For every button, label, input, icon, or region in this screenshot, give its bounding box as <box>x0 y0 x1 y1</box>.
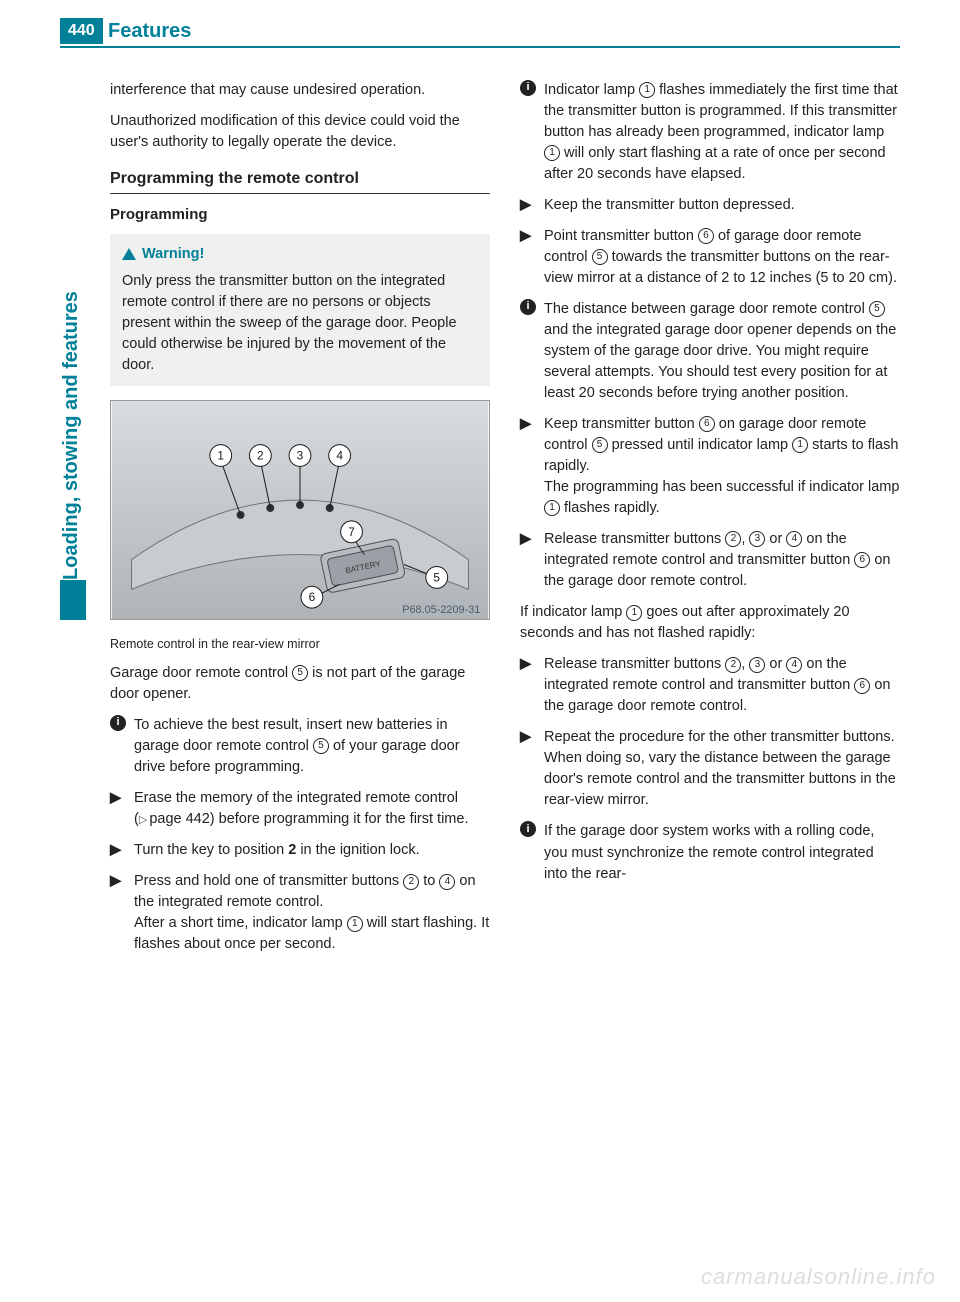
info-icon: i <box>520 821 536 837</box>
intro-paragraph-2: Unauthorized modification of this device… <box>110 111 490 153</box>
heading-programming: Programming <box>110 204 490 226</box>
section-title: Features <box>108 20 191 43</box>
ref-1: 1 <box>639 82 655 98</box>
ref-5: 5 <box>869 301 885 317</box>
step-erase-memory: ▶ Erase the memory of the integrated rem… <box>110 788 490 830</box>
ref-1: 1 <box>544 500 560 516</box>
callout-7: 7 <box>348 525 355 539</box>
ref-6: 6 <box>699 416 715 432</box>
callout-5: 5 <box>433 570 440 584</box>
step-press-hold: ▶ Press and hold one of transmitter butt… <box>110 871 490 955</box>
page-ref-442: page 442 <box>139 811 210 827</box>
figure-ref: P68.05-2209-31 <box>402 604 480 616</box>
callout-1: 1 <box>217 449 224 463</box>
ref-6: 6 <box>854 552 870 568</box>
info-distance: i The distance between garage door remot… <box>520 299 900 404</box>
arrow-icon: ▶ <box>110 871 126 955</box>
step-keep-depressed: ▶ Keep the transmitter button depressed. <box>520 195 900 216</box>
ref-2: 2 <box>725 531 741 547</box>
page-number: 440 <box>60 18 103 44</box>
left-column: interference that may cause undesired op… <box>110 80 490 965</box>
warning-box: Warning! Only press the transmitter butt… <box>110 234 490 386</box>
side-tab-label: Loading, stowing and features <box>60 200 83 580</box>
arrow-icon: ▶ <box>520 195 536 216</box>
arrow-icon: ▶ <box>520 727 536 811</box>
info-icon: i <box>520 299 536 315</box>
info-best-result: i To achieve the best result, insert new… <box>110 715 490 778</box>
info-rolling-code: i If the garage door system works with a… <box>520 821 900 884</box>
ref-4: 4 <box>786 657 802 673</box>
ref-5: 5 <box>313 738 329 754</box>
conditional-paragraph: If indicator lamp 1 goes out after appro… <box>520 602 900 644</box>
ref-5: 5 <box>292 665 308 681</box>
step-key-position: ▶ Turn the key to position 2 in the igni… <box>110 840 490 861</box>
callout-2: 2 <box>257 449 264 463</box>
ref-3: 3 <box>749 657 765 673</box>
step-keep-pressed: ▶ Keep transmitter button 6 on garage do… <box>520 414 900 519</box>
info-indicator-lamp: i Indicator lamp 1 flashes immediately t… <box>520 80 900 185</box>
callout-6: 6 <box>309 590 316 604</box>
header-rule <box>60 46 900 48</box>
callout-3: 3 <box>297 449 304 463</box>
callout-4: 4 <box>336 449 343 463</box>
arrow-icon: ▶ <box>110 788 126 830</box>
info-icon: i <box>520 80 536 96</box>
step-repeat: ▶ Repeat the procedure for the other tra… <box>520 727 900 811</box>
intro-paragraph-1: interference that may cause undesired op… <box>110 80 490 101</box>
ref-6: 6 <box>698 228 714 244</box>
figure-caption: Remote control in the rear-view mirror <box>110 635 490 653</box>
ref-3: 3 <box>749 531 765 547</box>
arrow-icon: ▶ <box>520 529 536 592</box>
side-tab-block <box>60 580 86 620</box>
figure-remote-control: BATTERY 1 2 3 4 5 6 7 P68.05-2209-31 <box>110 400 490 620</box>
ref-5: 5 <box>592 437 608 453</box>
step-release-buttons-1: ▶ Release transmitter buttons 2, 3 or 4 … <box>520 529 900 592</box>
warning-heading: Warning! <box>122 244 478 265</box>
warning-title: Warning! <box>142 244 204 265</box>
arrow-icon: ▶ <box>520 654 536 717</box>
content-area: interference that may cause undesired op… <box>110 80 900 965</box>
arrow-icon: ▶ <box>110 840 126 861</box>
ref-1: 1 <box>626 605 642 621</box>
ref-2: 2 <box>725 657 741 673</box>
info-icon: i <box>110 715 126 731</box>
watermark: carmanualsonline.info <box>701 1264 936 1290</box>
arrow-icon: ▶ <box>520 414 536 519</box>
right-column: i Indicator lamp 1 flashes immediately t… <box>520 80 900 965</box>
side-tab: Loading, stowing and features <box>60 200 88 620</box>
warning-body: Only press the transmitter button on the… <box>122 271 478 376</box>
warning-icon <box>122 248 136 260</box>
arrow-icon: ▶ <box>520 226 536 289</box>
ref-1: 1 <box>347 916 363 932</box>
ref-1: 1 <box>544 145 560 161</box>
page-header: 440 Features <box>0 0 960 60</box>
ref-5: 5 <box>592 249 608 265</box>
after-figure-paragraph: Garage door remote control 5 is not part… <box>110 663 490 705</box>
ref-1: 1 <box>792 437 808 453</box>
ref-4: 4 <box>439 874 455 890</box>
ref-2: 2 <box>403 874 419 890</box>
ref-4: 4 <box>786 531 802 547</box>
heading-programming-remote: Programming the remote control <box>110 167 490 194</box>
ref-6: 6 <box>854 678 870 694</box>
step-point-transmitter: ▶ Point transmitter button 6 of garage d… <box>520 226 900 289</box>
step-release-buttons-2: ▶ Release transmitter buttons 2, 3 or 4 … <box>520 654 900 717</box>
